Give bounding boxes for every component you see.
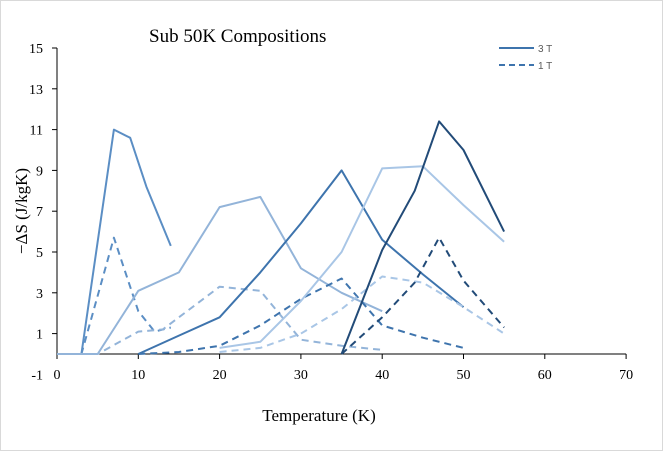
series-group	[57, 120, 505, 355]
y-tick-label: 1	[36, 328, 43, 343]
series-line-3t-6	[219, 165, 505, 349]
y-tick-label: 9	[36, 164, 43, 179]
y-tick-label: 7	[36, 205, 43, 220]
legend-label-1t: 1 T	[538, 61, 552, 72]
y-tick-label: 5	[36, 246, 43, 261]
x-ticks: 0 10 20 30 40 50 60 70	[54, 354, 633, 383]
x-axis-title: Temperature (K)	[262, 406, 376, 425]
x-tick-label: 70	[619, 368, 633, 383]
series-line-1t-9	[340, 236, 505, 355]
chart-title: Sub 50K Compositions	[149, 26, 326, 47]
legend-label-3t: 3 T	[538, 44, 552, 55]
series-line-1t-3	[57, 285, 383, 355]
series-line-3t-4	[137, 169, 465, 355]
series-line-3t-2	[57, 195, 383, 355]
y-tick-label: -1	[31, 368, 43, 383]
series-line-1t-5	[138, 277, 464, 355]
x-tick-label: 60	[538, 368, 552, 383]
series-line-3t-0	[57, 128, 172, 355]
y-tick-label: 11	[30, 124, 43, 139]
series-line-1t-7	[219, 275, 505, 353]
y-tick-label: 15	[29, 42, 43, 57]
series-line-3t-8	[340, 120, 505, 355]
series-line-1t-1	[57, 236, 172, 355]
x-tick-label: 0	[54, 368, 61, 383]
y-tick-label: 3	[36, 287, 43, 302]
y-tick-label: 13	[29, 83, 43, 98]
x-tick-label: 30	[294, 368, 308, 383]
y-axis-title: −ΔS (J/kgK)	[12, 168, 31, 254]
x-tick-label: 10	[131, 368, 145, 383]
x-tick-label: 40	[375, 368, 389, 383]
x-tick-label: 50	[457, 368, 471, 383]
legend: 3 T 1 T	[499, 44, 552, 72]
x-tick-label: 20	[213, 368, 227, 383]
